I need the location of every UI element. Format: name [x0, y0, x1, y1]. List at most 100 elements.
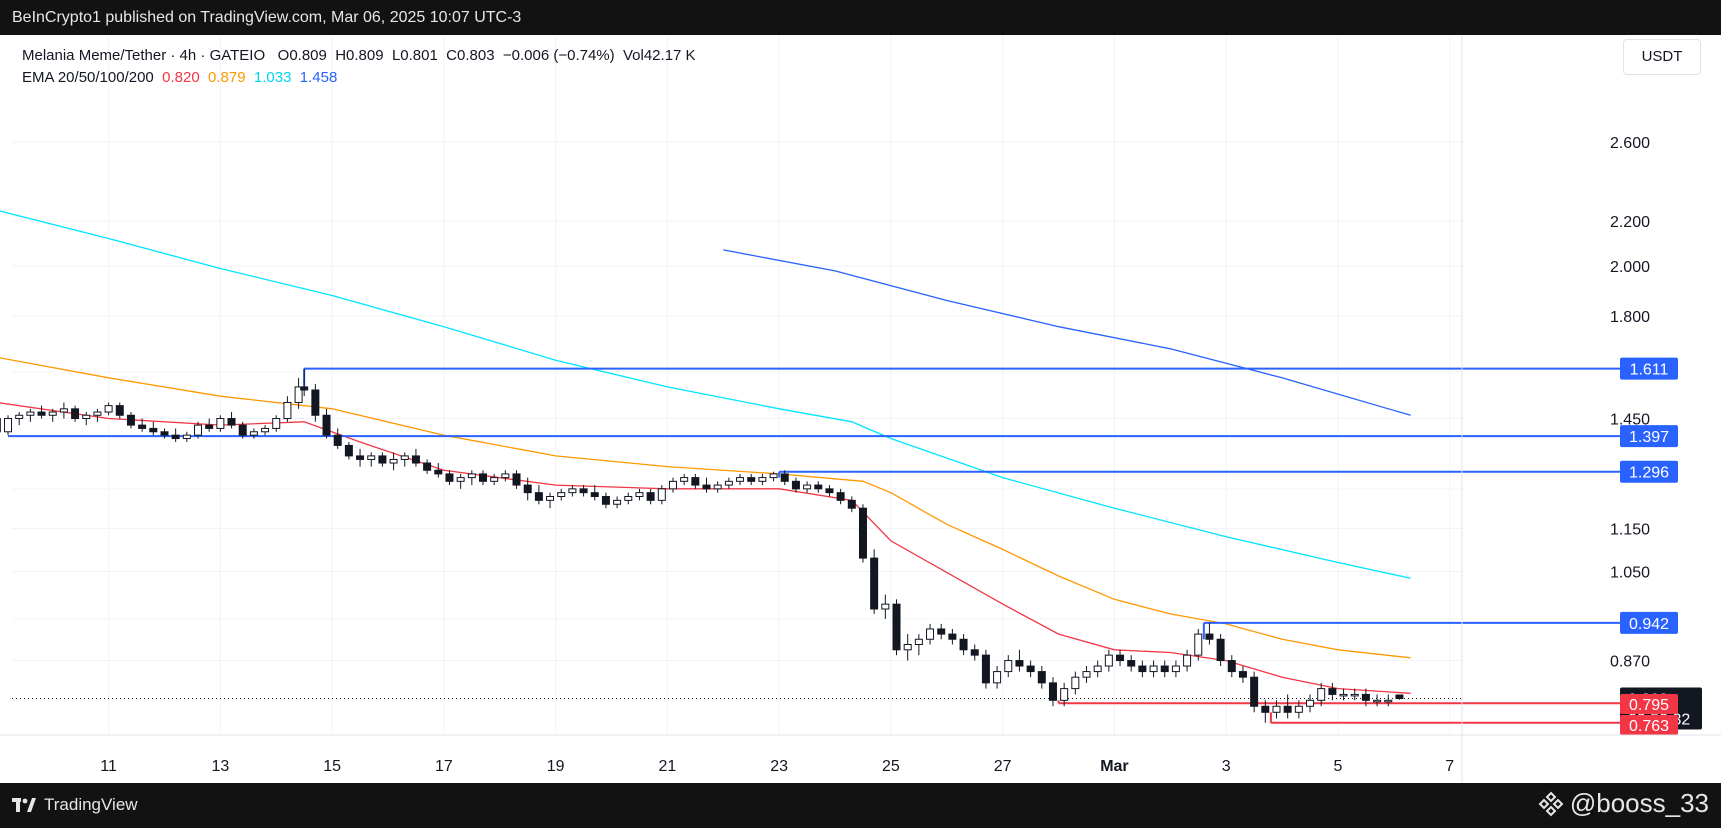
candle-body	[445, 473, 454, 482]
candle-body	[1317, 688, 1326, 701]
candle-body	[367, 455, 376, 460]
x-tick-label: Mar	[1100, 758, 1128, 775]
level-badge-0.763-bg	[1620, 715, 1678, 735]
candle-body	[903, 643, 912, 651]
candle-body	[1183, 654, 1192, 667]
level-badge-0.795-bg	[1620, 694, 1678, 714]
candle-body	[294, 386, 303, 403]
ohlc-open: O0.809	[277, 47, 327, 64]
x-tick-label: 5	[1334, 758, 1343, 775]
author-handle: @booss_33	[1538, 788, 1709, 819]
chart-canvas[interactable]: 2.600 2.200 2.000 1.800 1.450 1.150 1.050 0.870…	[0, 35, 1721, 783]
ema100-value: 1.033	[253, 69, 292, 86]
candle-body	[825, 488, 834, 494]
candle-body	[668, 480, 677, 490]
level-badge-1.296-bg	[1620, 460, 1678, 483]
candle-body	[1138, 665, 1147, 673]
candle-body	[1015, 660, 1024, 667]
candle-body	[691, 477, 700, 486]
candle-body	[344, 444, 353, 457]
candle-body	[467, 473, 476, 479]
ema200-line	[723, 249, 1411, 416]
candle-body	[747, 477, 756, 482]
ohlc-change: −0.006 (−0.74%)	[502, 47, 615, 64]
y-tick-label: 2.600	[1610, 135, 1650, 152]
author-handle-text: @booss_33	[1569, 788, 1709, 818]
y-tick-label: 2.000	[1610, 259, 1650, 276]
candle-body	[48, 411, 57, 416]
candle-body	[272, 418, 281, 429]
candle-body	[104, 405, 113, 413]
candle-body	[803, 484, 812, 490]
candle-body	[579, 488, 588, 494]
candle-body	[713, 484, 722, 490]
candle-body	[847, 499, 856, 509]
candle-body	[1004, 660, 1013, 673]
candle-body	[194, 424, 203, 436]
candle-body	[238, 424, 247, 436]
x-tick-label: 25	[882, 758, 900, 775]
publisher-info: BeInCrypto1 published on TradingView.com…	[12, 9, 522, 26]
candle-body	[261, 427, 270, 433]
x-tick-label: 11	[100, 758, 117, 775]
candle-body	[1160, 665, 1169, 673]
footer-bar: TradingView @booss_33	[0, 783, 1721, 828]
candle-body	[356, 455, 365, 460]
price-chart[interactable]: 2.600 2.200 2.000 1.800 1.450 1.150 1.050 0.870…	[0, 35, 1721, 783]
ohlc-row: Melania Meme/Tether · 4h · GATEIO O0.809…	[22, 45, 696, 67]
candle-body	[881, 603, 890, 610]
candle-body	[160, 431, 169, 436]
x-tick-label: 23	[770, 758, 788, 775]
currency-button[interactable]: USDT	[1623, 39, 1701, 75]
candle-body	[981, 654, 990, 684]
tradingview-logo-text: TradingView	[44, 795, 138, 814]
candle-body	[1216, 638, 1225, 662]
candle-body	[534, 492, 543, 501]
candle-body	[411, 455, 420, 464]
candle-body	[624, 495, 633, 501]
candle-body	[26, 411, 35, 416]
candle-body	[758, 477, 767, 482]
candle-body	[171, 434, 180, 440]
tradingview-logo[interactable]: TradingView	[12, 795, 138, 815]
candle-body	[15, 414, 24, 420]
x-tick-label: 15	[323, 758, 341, 775]
candle-body	[937, 628, 946, 635]
candle-body	[736, 477, 745, 482]
candle-body	[82, 414, 91, 420]
x-tick-label: 3	[1222, 758, 1231, 775]
level-badge-1.296-text: 1.296	[1629, 465, 1669, 482]
candle-body	[1238, 671, 1247, 678]
candle-body	[1250, 676, 1259, 707]
level-badge-0.763-text: 0.763	[1629, 718, 1669, 735]
candle-body	[858, 507, 867, 559]
candle-body	[1093, 665, 1102, 673]
candle-body	[182, 434, 191, 440]
candle-body	[456, 477, 465, 482]
level-badge-1.397-text: 1.397	[1629, 429, 1669, 446]
level-badge-1.611-text: 1.611	[1630, 362, 1669, 379]
level-badge-1.397-bg	[1620, 425, 1678, 448]
candle-body	[205, 424, 214, 429]
candle-body	[635, 492, 644, 497]
candle-body	[59, 408, 68, 413]
x-tick-label: 21	[659, 758, 677, 775]
symbol-title[interactable]: Melania Meme/Tether · 4h · GATEIO	[22, 47, 266, 64]
candle-body	[870, 557, 879, 610]
candle-body	[490, 477, 499, 482]
candle-body	[1328, 688, 1337, 695]
candle-body	[780, 473, 789, 482]
chart-legend: Melania Meme/Tether · 4h · GATEIO O0.809…	[22, 45, 696, 89]
candle-body	[149, 427, 158, 433]
candle-body	[993, 671, 1002, 684]
y-tick-label: 1.450	[1610, 412, 1650, 429]
binance-icon	[1538, 791, 1564, 816]
candle-body	[590, 492, 599, 497]
candle-body	[37, 411, 46, 416]
ema-label[interactable]: EMA 20/50/100/200	[22, 69, 154, 86]
candle-body	[434, 469, 443, 475]
candle-body	[546, 495, 555, 501]
ema-row: EMA 20/50/100/200 0.820 0.879 1.033 1.45…	[22, 67, 696, 89]
candle-body	[1026, 665, 1035, 673]
candle-body	[283, 401, 292, 420]
